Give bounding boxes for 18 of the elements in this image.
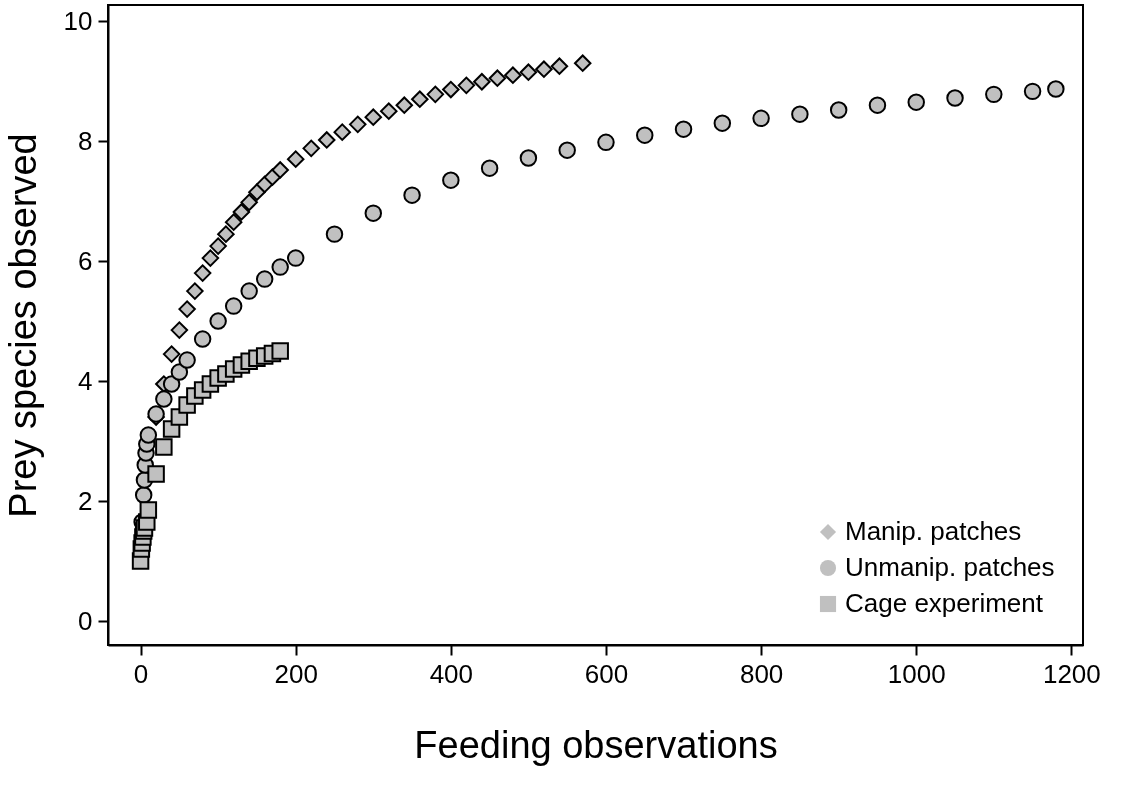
x-tick-label: 1200: [1042, 658, 1101, 689]
x-tick-label: 200: [274, 658, 318, 689]
y-tick-label: 8: [78, 125, 93, 156]
legend-label: Manip. patches: [845, 516, 1022, 546]
y-tick-label: 2: [78, 485, 93, 516]
y-tick-label: 0: [78, 605, 93, 636]
legend-label: Unmanip. patches: [845, 552, 1055, 582]
x-axis-title: Feeding observations: [414, 723, 778, 766]
legend-label: Cage experiment: [845, 588, 1044, 618]
x-tick-label: 400: [429, 658, 474, 689]
x-tick-label: 600: [584, 658, 629, 689]
x-tick-label: 1000: [887, 658, 946, 689]
y-axis-title: Prey species observed: [1, 133, 44, 518]
y-tick-label: 4: [78, 365, 93, 396]
x-tick-label: 0: [133, 658, 149, 689]
y-tick-label: 6: [78, 245, 93, 276]
x-tick-label: 800: [739, 658, 784, 689]
y-tick-label: 10: [63, 5, 93, 36]
